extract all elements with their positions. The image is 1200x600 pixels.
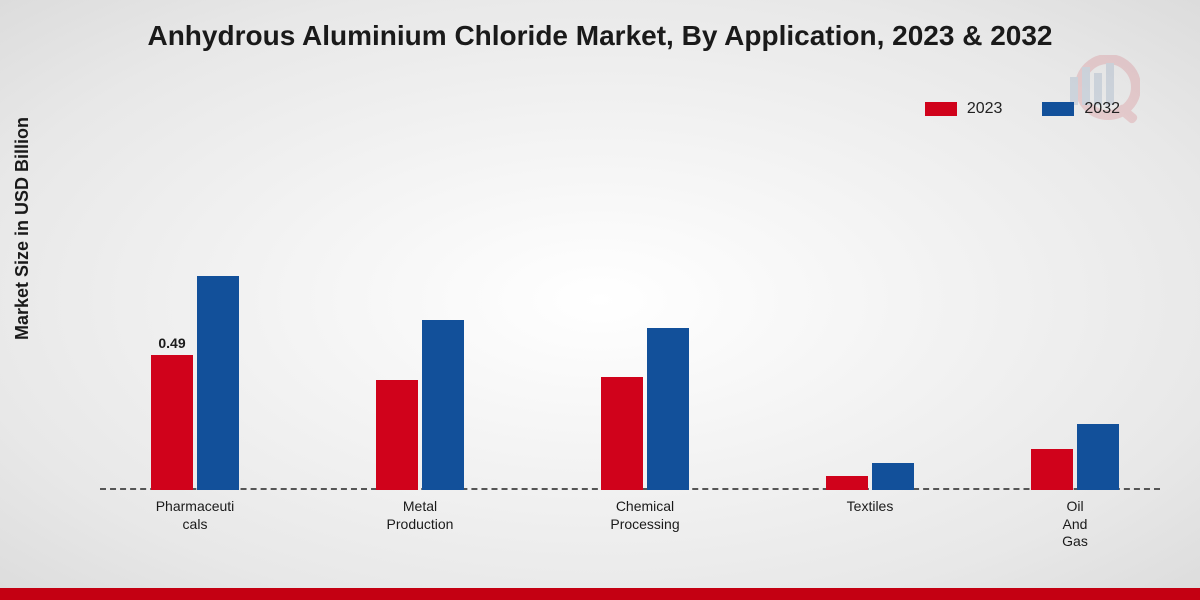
bar-group	[810, 463, 930, 491]
bar	[376, 380, 418, 490]
bar	[422, 320, 464, 491]
category-label: ChemicalProcessing	[585, 498, 705, 533]
bar: 0.49	[151, 355, 193, 490]
legend-swatch-2032	[1042, 102, 1074, 116]
legend-label-2023: 2023	[967, 100, 1003, 118]
bar	[872, 463, 914, 491]
legend-item-2023: 2023	[925, 100, 1003, 118]
plot-area: 0.49	[100, 160, 1160, 490]
legend: 2023 2032	[925, 100, 1120, 118]
chart-canvas: Anhydrous Aluminium Chloride Market, By …	[0, 0, 1200, 600]
category-label: Pharmaceuticals	[135, 498, 255, 533]
legend-swatch-2023	[925, 102, 957, 116]
category-label: Textiles	[810, 498, 930, 516]
legend-label-2032: 2032	[1084, 100, 1120, 118]
bar	[197, 276, 239, 491]
x-axis-labels: Pharmaceuticals MetalProduction ChemicalPr…	[100, 492, 1160, 552]
category-label: MetalProduction	[360, 498, 480, 533]
footer-accent-bar	[0, 588, 1200, 600]
bar	[1077, 424, 1119, 490]
category-label: OilAndGas	[1015, 498, 1135, 551]
legend-item-2032: 2032	[1042, 100, 1120, 118]
bar	[647, 328, 689, 490]
bar	[601, 377, 643, 490]
chart-title: Anhydrous Aluminium Chloride Market, By …	[0, 20, 1200, 52]
y-axis-title: Market Size in USD Billion	[12, 117, 33, 340]
bar-value-label: 0.49	[151, 335, 193, 351]
bar	[826, 476, 868, 490]
bar-group	[1015, 424, 1135, 490]
bar	[1031, 449, 1073, 490]
bar-group: 0.49	[135, 276, 255, 491]
bar-group	[360, 320, 480, 491]
watermark-logo	[1050, 55, 1140, 130]
bar-group	[585, 328, 705, 490]
